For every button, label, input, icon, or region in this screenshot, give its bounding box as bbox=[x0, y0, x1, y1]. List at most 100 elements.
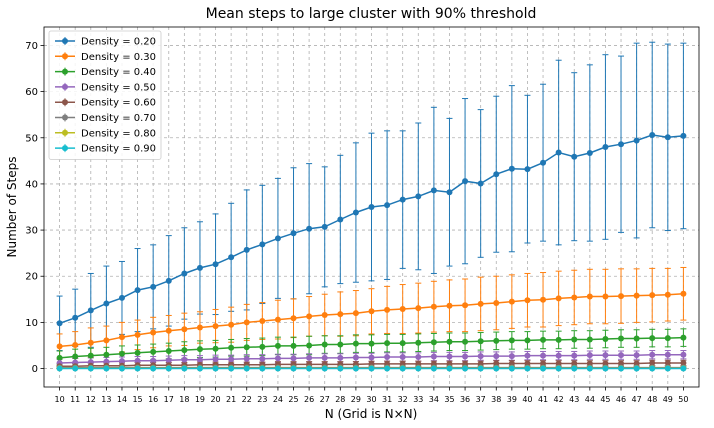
data-point bbox=[664, 365, 671, 372]
y-tick-label: 70 bbox=[25, 41, 38, 52]
data-point bbox=[72, 342, 79, 348]
data-point bbox=[384, 340, 391, 347]
data-point bbox=[618, 360, 625, 367]
data-point bbox=[680, 132, 687, 139]
data-point bbox=[243, 365, 250, 372]
x-tick-label: 32 bbox=[398, 395, 408, 404]
data-point bbox=[290, 342, 297, 349]
data-point bbox=[259, 318, 266, 324]
data-point bbox=[399, 354, 406, 360]
data-point bbox=[290, 315, 297, 322]
y-tick-label: 0 bbox=[32, 364, 38, 375]
data-point bbox=[524, 365, 531, 372]
y-axis: 0 10 20 30 40 50 60 70 bbox=[25, 41, 44, 375]
data-point bbox=[430, 339, 437, 346]
data-point bbox=[571, 365, 578, 372]
x-tick-label: 24 bbox=[273, 395, 283, 404]
data-point bbox=[72, 365, 79, 372]
data-point bbox=[618, 293, 625, 300]
data-point bbox=[72, 353, 79, 360]
data-point bbox=[415, 339, 422, 346]
data-point bbox=[196, 356, 203, 363]
data-point bbox=[134, 331, 141, 338]
data-point bbox=[259, 365, 266, 372]
data-point bbox=[618, 141, 625, 148]
data-point bbox=[493, 300, 500, 306]
data-point bbox=[228, 365, 235, 372]
legend-swatch-marker bbox=[62, 99, 68, 106]
x-tick-label: 39 bbox=[507, 395, 517, 404]
data-point bbox=[306, 225, 313, 232]
data-point bbox=[633, 360, 640, 367]
data-point bbox=[321, 312, 328, 318]
x-tick-label: 10 bbox=[55, 395, 65, 404]
data-point bbox=[571, 336, 578, 343]
y-tick-label: 60 bbox=[25, 87, 38, 98]
data-point bbox=[524, 360, 531, 367]
data-point bbox=[571, 360, 578, 367]
data-point bbox=[306, 313, 313, 320]
data-point bbox=[368, 204, 375, 210]
data-point bbox=[306, 354, 313, 361]
data-point bbox=[165, 348, 172, 354]
data-point bbox=[415, 365, 422, 372]
data-point bbox=[337, 365, 344, 372]
x-tick-label: 14 bbox=[117, 395, 127, 404]
data-point bbox=[243, 246, 250, 253]
data-point bbox=[664, 335, 671, 342]
data-point bbox=[274, 235, 281, 242]
data-point bbox=[384, 306, 391, 313]
legend-label: Density = 0.90 bbox=[81, 144, 156, 155]
x-tick-label: 17 bbox=[164, 395, 174, 404]
data-point bbox=[290, 230, 297, 237]
data-point bbox=[586, 336, 593, 343]
x-tick-label: 28 bbox=[335, 395, 345, 404]
x-tick-label: 50 bbox=[678, 395, 688, 404]
data-point bbox=[72, 314, 79, 321]
legend-box bbox=[48, 30, 162, 160]
x-tick-label: 45 bbox=[600, 395, 610, 404]
data-point bbox=[228, 356, 235, 363]
legend-swatch-marker bbox=[62, 145, 68, 152]
data-point bbox=[649, 292, 656, 299]
data-point bbox=[586, 293, 593, 300]
data-point bbox=[586, 360, 593, 367]
x-tick-label: 31 bbox=[382, 395, 392, 404]
x-tick-label: 48 bbox=[647, 395, 657, 404]
x-tick-label: 49 bbox=[663, 395, 673, 404]
data-point bbox=[368, 340, 375, 347]
data-point bbox=[212, 365, 219, 372]
data-point bbox=[103, 358, 110, 365]
x-tick-label: 22 bbox=[242, 395, 252, 404]
data-point bbox=[571, 153, 578, 160]
data-point bbox=[290, 365, 297, 372]
x-tick-label: 25 bbox=[288, 395, 298, 404]
legend-label: Density = 0.50 bbox=[81, 82, 156, 93]
data-point bbox=[352, 354, 359, 361]
data-point bbox=[274, 342, 281, 349]
data-point bbox=[134, 287, 141, 294]
data-point bbox=[540, 352, 547, 359]
legend-swatch-marker bbox=[62, 38, 68, 44]
data-point bbox=[259, 343, 266, 350]
x-tick-label: 16 bbox=[148, 395, 158, 404]
data-point bbox=[56, 343, 63, 350]
data-point bbox=[680, 334, 687, 341]
data-point bbox=[259, 355, 266, 362]
data-point bbox=[87, 339, 94, 346]
data-point bbox=[228, 344, 235, 351]
data-point bbox=[680, 351, 687, 358]
x-tick-label: 43 bbox=[569, 395, 579, 404]
y-axis-label: Number of Steps bbox=[5, 157, 19, 258]
data-point bbox=[462, 365, 469, 372]
data-point bbox=[103, 351, 110, 358]
data-point bbox=[602, 293, 609, 300]
data-point bbox=[602, 360, 609, 367]
data-point bbox=[181, 347, 188, 354]
data-point bbox=[103, 365, 110, 372]
data-point bbox=[181, 356, 188, 363]
data-point bbox=[196, 346, 203, 353]
data-point bbox=[430, 303, 437, 310]
legend-swatch-marker bbox=[62, 53, 68, 60]
